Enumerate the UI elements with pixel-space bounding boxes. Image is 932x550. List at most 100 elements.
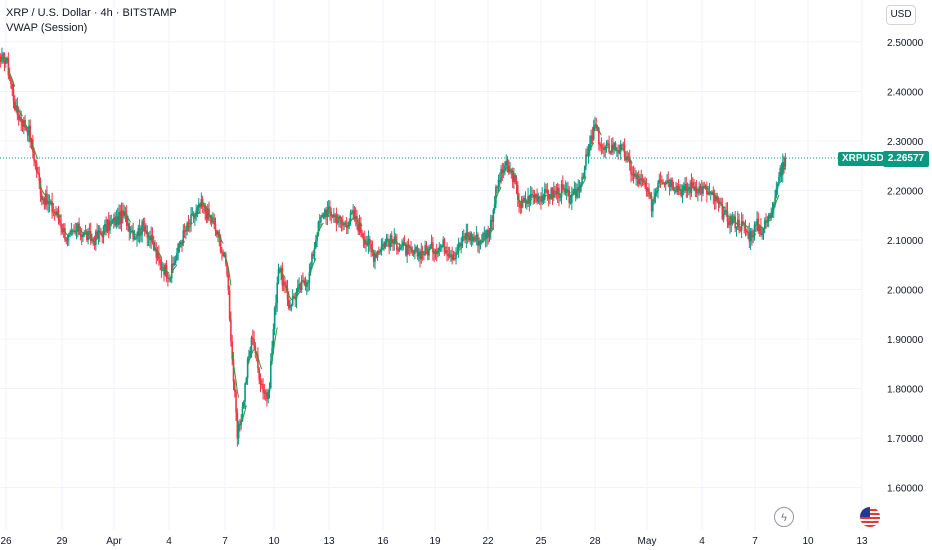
candle-body xyxy=(664,182,667,184)
symbol-title[interactable]: XRP / U.S. Dollar · 4h · BITSTAMP xyxy=(6,7,177,19)
candle-body xyxy=(176,253,178,260)
vwap-line xyxy=(15,105,23,117)
candle-body xyxy=(196,207,199,211)
candle-body xyxy=(125,213,128,226)
candle-body xyxy=(233,381,236,392)
candle-body xyxy=(53,211,56,213)
candle-body xyxy=(452,257,455,260)
x-tick-label: 19 xyxy=(429,536,441,547)
candle-body xyxy=(551,188,554,198)
us-flag-icon[interactable] xyxy=(860,507,880,527)
vwap-series xyxy=(0,57,786,426)
candle-body xyxy=(273,308,276,330)
candle-body xyxy=(33,151,35,162)
candle-body xyxy=(694,186,697,191)
candle-body xyxy=(600,145,603,148)
candle-body xyxy=(102,226,105,238)
price-axis[interactable]: 2.50000 2.40000 2.30000 2.20000 2.10000 2.000… xyxy=(887,38,924,495)
candle-body xyxy=(115,216,118,226)
candle-body xyxy=(28,125,30,136)
candle-body xyxy=(501,169,504,174)
x-tick-label: 22 xyxy=(482,536,494,547)
candle-body xyxy=(769,214,771,219)
candle-body xyxy=(509,170,511,173)
vwap-line xyxy=(208,212,216,221)
vwap-line xyxy=(772,194,780,211)
candle-body xyxy=(616,150,618,152)
candle-body xyxy=(550,188,553,199)
candle-body xyxy=(426,249,429,256)
candle-body xyxy=(698,186,700,193)
candle-body xyxy=(281,267,284,286)
candle-body xyxy=(658,179,661,184)
x-tick-label: 16 xyxy=(377,536,389,547)
vwap-line xyxy=(347,217,355,228)
candle-body xyxy=(134,237,137,239)
candle-body xyxy=(697,192,699,194)
candle-body xyxy=(13,101,16,110)
candle-body xyxy=(747,231,749,233)
candle-body xyxy=(740,221,743,231)
candle-body xyxy=(778,176,780,185)
candle-body xyxy=(415,247,417,249)
candle-body xyxy=(26,129,29,136)
candle-body xyxy=(311,254,313,267)
candle-body xyxy=(559,196,562,198)
candle-body xyxy=(299,283,302,290)
vwap-line xyxy=(533,195,540,199)
indicator-label[interactable]: VWAP (Session) xyxy=(6,22,88,34)
candle-body xyxy=(140,234,142,236)
candle-body xyxy=(167,277,169,279)
candle-body xyxy=(188,223,191,225)
candle-body xyxy=(241,406,244,421)
candle-body xyxy=(518,199,520,204)
candle-body xyxy=(451,255,453,260)
vwap-line xyxy=(116,216,124,220)
candle-body xyxy=(208,208,210,217)
candle-body xyxy=(784,157,787,167)
candle-body xyxy=(637,179,640,185)
candle-body xyxy=(48,201,51,205)
candle-body xyxy=(726,210,729,222)
candle-body xyxy=(304,283,307,287)
candle-body xyxy=(372,252,375,262)
currency-button[interactable]: USD xyxy=(886,5,916,25)
candle-body xyxy=(127,223,129,226)
candle-body xyxy=(601,147,604,149)
candle-body xyxy=(235,391,237,413)
candle-body xyxy=(10,79,12,85)
candle-body xyxy=(507,165,510,173)
candle-body xyxy=(473,236,475,240)
candle-body xyxy=(52,211,55,213)
replay-lightning-icon[interactable]: ϟ xyxy=(774,507,794,527)
candle-body xyxy=(693,186,695,191)
candle-body xyxy=(523,197,526,202)
candle-body xyxy=(531,194,533,197)
vwap-line xyxy=(262,389,270,395)
candle-body xyxy=(609,152,612,154)
vwap-line xyxy=(486,227,494,237)
candle-body xyxy=(300,280,303,290)
vwap-line xyxy=(517,195,525,203)
candle-body xyxy=(753,224,756,236)
candle-body xyxy=(707,191,709,195)
time-axis[interactable]: 26 29 Apr 4 7 10 13 16 19 22 25 28 May 4 7 10 13 xyxy=(0,536,868,547)
candle-body xyxy=(248,355,250,359)
candle-body xyxy=(244,383,246,402)
candle-body xyxy=(259,380,262,384)
candle-body xyxy=(524,197,527,204)
candle-body xyxy=(605,143,608,147)
vwap-line xyxy=(231,352,240,398)
candle-body xyxy=(277,269,280,283)
candle-body xyxy=(131,230,133,232)
candle-body xyxy=(757,218,760,232)
candle-body xyxy=(594,124,596,127)
candle-body xyxy=(290,305,293,307)
vwap-line xyxy=(671,184,679,189)
candle-body xyxy=(163,269,165,276)
candle-body xyxy=(260,383,263,385)
y-tick-label: 1.60000 xyxy=(887,484,924,495)
candle-body xyxy=(342,223,344,226)
candle-body xyxy=(497,179,500,187)
